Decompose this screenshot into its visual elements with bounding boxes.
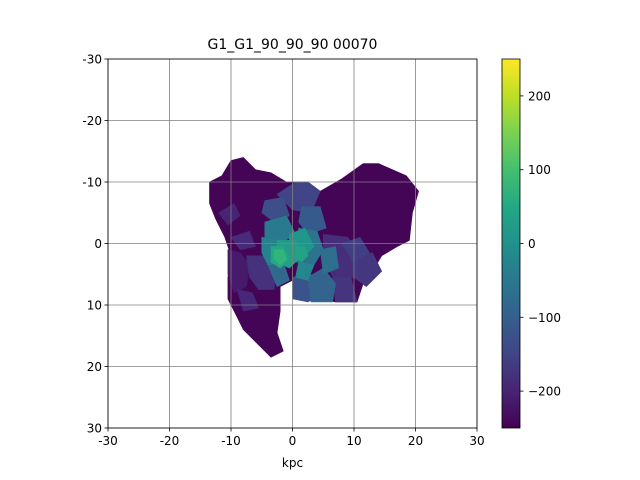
x-tick-label-5: 20	[408, 434, 423, 448]
colorbar-ticks: −200 −100 0 100 200	[520, 89, 561, 399]
colorbar-tick-label-2: 0	[528, 237, 536, 251]
heatmap-patch-17	[319, 246, 339, 275]
x-tick-label-6: 30	[469, 434, 484, 448]
colorbar	[502, 59, 520, 428]
y-axis-ticks: -30 -20 -10 0 10 20 30	[82, 53, 108, 436]
heatmap-patch-20	[295, 261, 315, 281]
heatmap-patch-3	[218, 203, 241, 226]
x-tick-label-3: 0	[289, 434, 297, 448]
y-tick-label-1: -20	[82, 114, 102, 128]
heatmap-patch-25	[295, 246, 309, 263]
heatmap-patch-5	[236, 289, 260, 312]
x-tick-label-2: -10	[221, 434, 241, 448]
y-tick-label-5: 20	[87, 360, 102, 374]
y-tick-label-2: -10	[82, 176, 102, 190]
chart-title: G1_G1_90_90_90 00070	[208, 37, 378, 53]
x-tick-label-0: -30	[98, 434, 118, 448]
x-tick-label-1: -20	[160, 434, 180, 448]
heatmap-patch-4	[230, 230, 257, 251]
heatmap-patch-7	[332, 276, 358, 303]
colorbar-tick-label-3: 100	[528, 163, 551, 177]
heatmap-patch-8	[350, 252, 383, 287]
x-axis-ticks: -30 -20 -10 0 10 20 30	[98, 428, 485, 448]
x-tick-label-4: 10	[346, 434, 361, 448]
y-tick-label-6: 30	[87, 422, 102, 436]
heatmap-patch-1	[227, 249, 250, 294]
y-tick-label-0: -30	[82, 53, 102, 67]
heatmap-patch-18	[264, 215, 296, 244]
colorbar-tick-label-1: −100	[528, 311, 561, 325]
heatmap-patch-24	[273, 249, 287, 266]
x-axis-label: kpc	[282, 456, 303, 470]
y-tick-label-3: 0	[94, 237, 102, 251]
colorbar-tick-label-0: −200	[528, 385, 561, 399]
heatmap-patch-14	[307, 267, 336, 303]
y-tick-label-4: 10	[87, 299, 102, 313]
heatmap-patches	[209, 157, 419, 358]
colorbar-tick-label-4: 200	[528, 89, 551, 103]
